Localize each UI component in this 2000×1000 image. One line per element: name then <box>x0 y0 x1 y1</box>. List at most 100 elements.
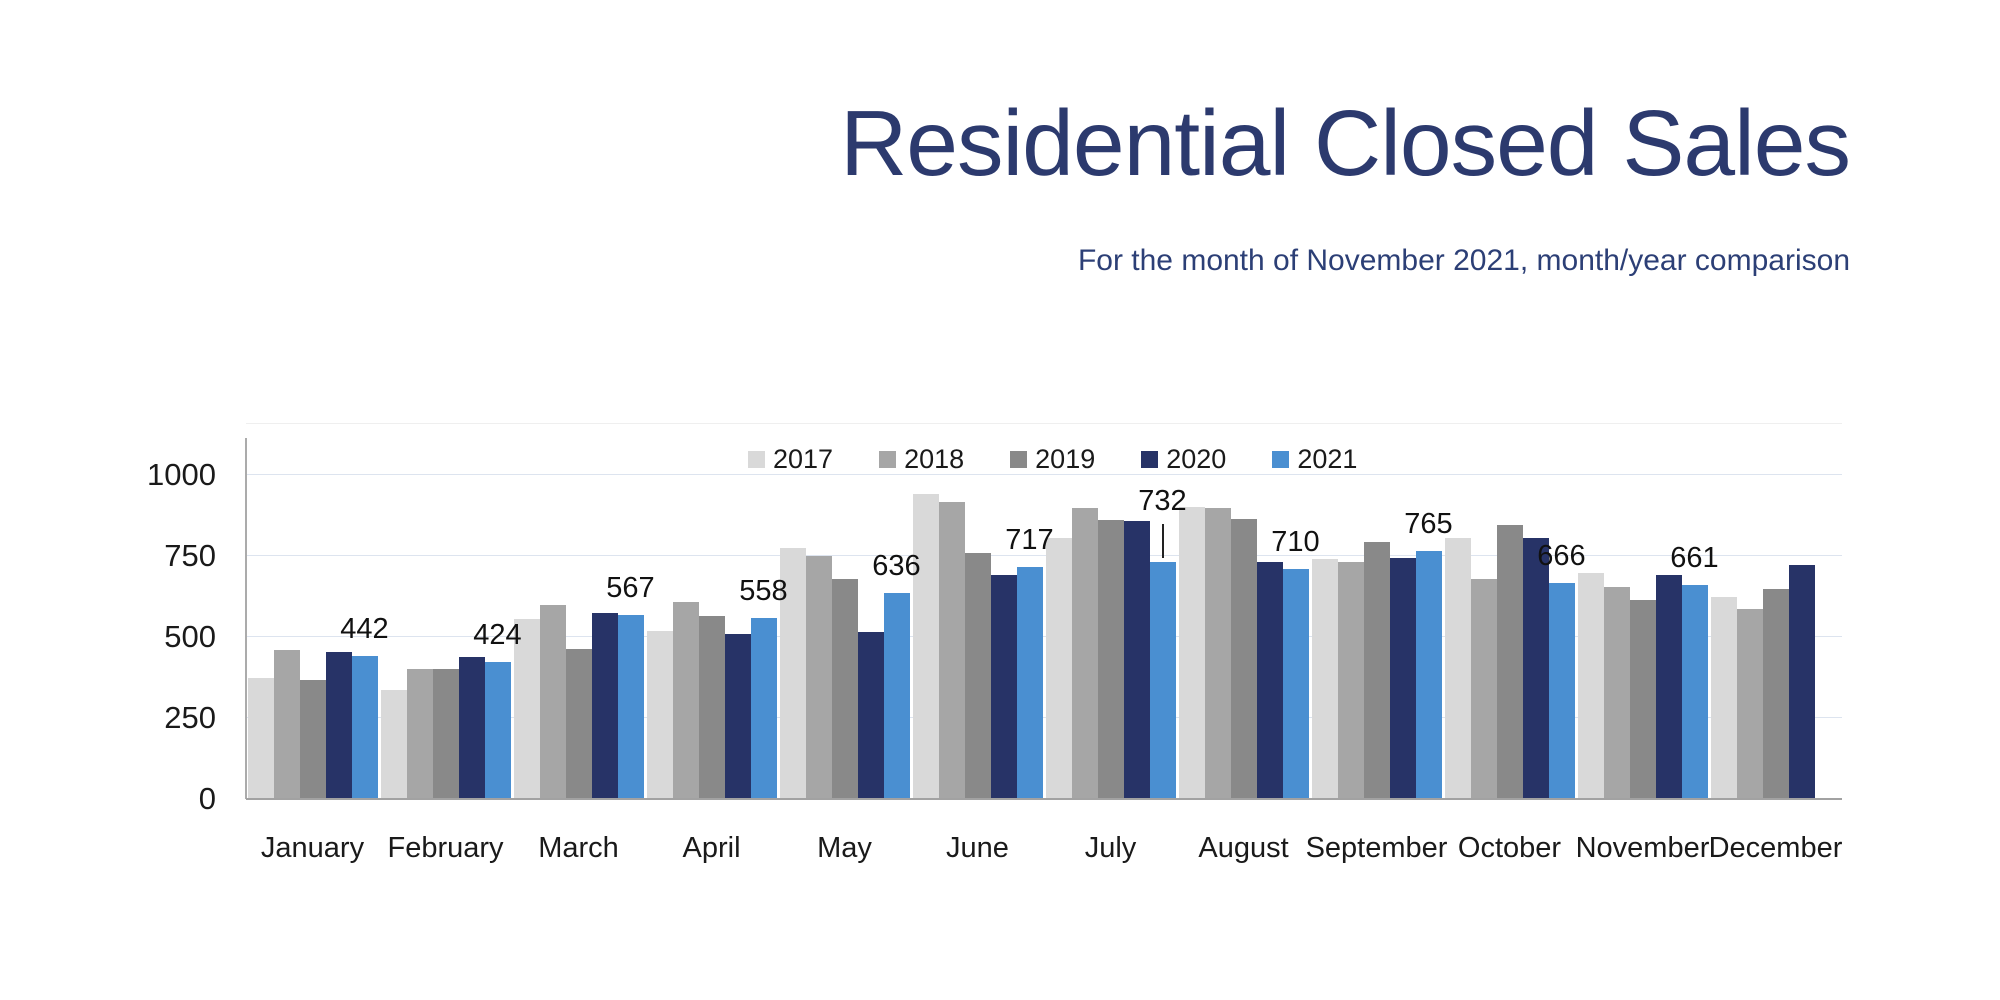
bar-2020-june <box>990 575 1017 799</box>
y-axis-line <box>245 438 247 799</box>
legend-label-2019: 2019 <box>1035 444 1096 474</box>
x-label-december: December <box>1708 832 1843 864</box>
bar-2019-june <box>964 552 991 799</box>
x-label-february: February <box>387 832 504 864</box>
chart-subtitle: For the month of November 2021, month/ye… <box>1077 244 1850 277</box>
bar-2020-august <box>1256 562 1283 799</box>
bar-group-june: 717 June <box>911 424 1054 864</box>
bar-2018-december <box>1736 609 1763 799</box>
x-label-october: October <box>1457 832 1562 864</box>
chart-title: Residential Closed Sales <box>840 91 1851 195</box>
bar-2017-january <box>247 677 274 799</box>
x-label-january: January <box>260 832 365 864</box>
bar-2018-march <box>539 605 566 799</box>
bar-group-april: 558 April <box>645 424 788 864</box>
x-label-november: November <box>1575 832 1710 864</box>
legend-swatch-2020 <box>1141 451 1159 468</box>
gridline-500 <box>246 636 1842 637</box>
bar-2019-july <box>1097 520 1124 799</box>
bar-2019-may <box>831 579 858 799</box>
bar-group-february: 424 February <box>379 424 522 864</box>
bar-2019-january <box>299 679 326 799</box>
bar-2020-september <box>1389 557 1416 799</box>
bar-2017-august <box>1178 507 1205 799</box>
bar-group-august: 710 August <box>1177 424 1320 864</box>
bar-2021-may <box>883 592 910 799</box>
bar-2021-august <box>1282 568 1309 799</box>
legend-swatch-2019 <box>1010 451 1028 468</box>
data-label-2021-august: 710 <box>1271 525 1320 558</box>
data-label-2021-september: 765 <box>1404 508 1453 541</box>
x-label-september: September <box>1305 832 1448 864</box>
data-label-2021-may: 636 <box>872 549 921 582</box>
data-label-2021-june: 717 <box>1005 523 1054 556</box>
bar-2020-march <box>591 612 618 799</box>
bar-2018-november <box>1603 586 1630 799</box>
bar-2020-may <box>857 632 884 799</box>
bar-2017-october <box>1444 538 1471 799</box>
bar-2018-july <box>1071 508 1098 799</box>
legend-label-2018: 2018 <box>904 444 965 474</box>
x-label-may: May <box>817 832 872 864</box>
legend-item-2019: 2019 <box>1010 444 1095 475</box>
legend-label-2021: 2021 <box>1297 444 1358 474</box>
bar-2021-october <box>1548 583 1575 799</box>
bar-group-may: 636 May <box>778 424 921 864</box>
data-label-2021-november: 661 <box>1670 541 1719 574</box>
data-label-2021-april: 558 <box>739 575 788 608</box>
bar-2021-february <box>484 661 511 799</box>
bar-2019-august <box>1230 518 1257 799</box>
bar-2020-december <box>1788 565 1815 799</box>
legend-label-2017: 2017 <box>773 444 834 474</box>
bar-2018-february <box>406 669 433 799</box>
bar-2021-september <box>1415 551 1442 799</box>
bar-2021-july <box>1149 561 1176 799</box>
gridline-1000 <box>246 474 1842 475</box>
bar-group-january: 442 January <box>246 424 389 864</box>
bar-2019-september <box>1363 542 1390 799</box>
bar-2017-march <box>513 619 540 799</box>
gridline-250 <box>246 717 1842 718</box>
legend-item-2021: 2021 <box>1272 444 1357 475</box>
y-tick-750: 750 <box>164 538 216 573</box>
legend-item-2017: 2017 <box>748 444 833 475</box>
bar-2017-june <box>912 494 939 799</box>
bar-2019-april <box>698 615 725 799</box>
bar-2018-january <box>273 649 300 799</box>
bar-2017-december <box>1710 596 1737 799</box>
bar-2017-july <box>1045 538 1072 799</box>
bar-2018-august <box>1204 508 1231 799</box>
data-label-leader-line <box>1161 523 1164 558</box>
data-label-2021-october: 666 <box>1537 540 1586 573</box>
bar-group-september: 765 September <box>1306 424 1453 864</box>
legend-swatch-2017 <box>748 451 765 468</box>
bar-2021-january <box>351 655 378 799</box>
legend-swatch-2021 <box>1272 451 1290 468</box>
data-label-2021-march: 567 <box>606 572 655 605</box>
y-tick-1000: 1000 <box>147 457 216 492</box>
bar-2019-december <box>1762 589 1789 799</box>
bar-2021-june <box>1016 566 1043 799</box>
bar-group-december: December <box>1709 424 1842 864</box>
bar-2017-may <box>779 547 806 799</box>
y-tick-500: 500 <box>164 619 216 654</box>
bar-2017-april <box>646 630 673 799</box>
bar-2020-july <box>1123 521 1150 799</box>
legend-label-2020: 2020 <box>1166 444 1227 474</box>
x-label-august: August <box>1198 832 1289 864</box>
bar-2018-october <box>1470 579 1497 799</box>
x-label-july: July <box>1084 832 1137 864</box>
bar-2018-may <box>805 556 832 799</box>
legend-item-2018: 2018 <box>879 444 964 475</box>
x-label-april: April <box>682 832 741 864</box>
data-label-2021-february: 424 <box>473 618 522 651</box>
bar-2020-october <box>1522 538 1549 799</box>
y-tick-0: 0 <box>198 781 216 816</box>
bar-group-march: 567 March <box>512 424 655 864</box>
bar-2020-january <box>325 652 352 799</box>
data-label-2021-january: 442 <box>340 612 389 645</box>
bar-group-july: 732 July <box>1044 424 1187 864</box>
bar-2020-november <box>1655 575 1682 799</box>
bar-2021-march <box>617 615 644 799</box>
bar-group-october: 666 October <box>1443 424 1586 864</box>
